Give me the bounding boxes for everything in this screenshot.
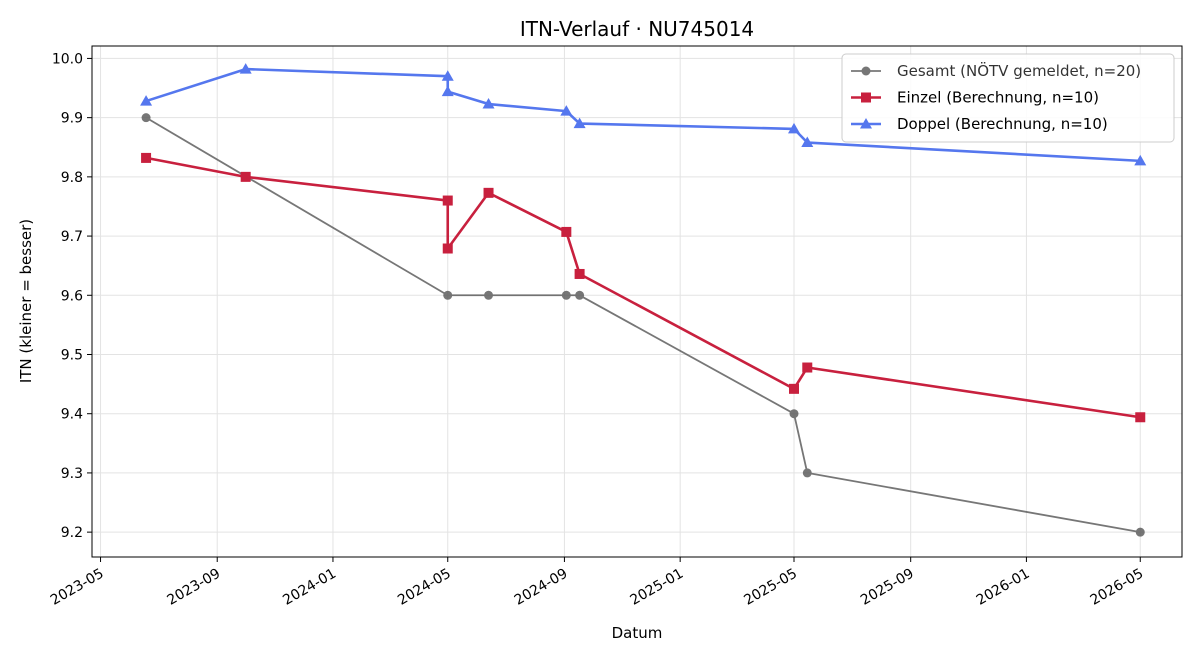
x-axis-title: Datum — [612, 624, 663, 642]
series-3-line — [145, 67, 1141, 163]
series-3-point — [441, 70, 454, 81]
chart-title: ITN-Verlauf · NU745014 — [520, 17, 754, 41]
legend-entry-3: Doppel (Berechnung, n=10) — [851, 115, 1108, 133]
series-1-point — [561, 290, 571, 300]
y-axis-title: ITN (kleiner = besser) — [17, 219, 35, 383]
series-1-point — [141, 113, 151, 123]
y-tick-label: 9.7 — [61, 229, 83, 245]
series-2-point — [802, 362, 813, 373]
series-3-point — [140, 95, 153, 106]
series-2-point — [483, 187, 494, 198]
y-tick-label: 9.8 — [61, 170, 83, 186]
legend: Gesamt (NÖTV gemeldet, n=20) Einzel (Bere… — [841, 53, 1175, 143]
series-2-point — [141, 152, 152, 163]
y-tick-label: 9.5 — [61, 347, 83, 363]
series-2-line — [145, 156, 1141, 419]
legend-marker — [861, 92, 871, 103]
y-tick-label: 9.2 — [61, 525, 83, 541]
series-3-point — [560, 105, 573, 116]
plot-frame — [91, 45, 1183, 558]
series-2-point — [442, 195, 453, 206]
legend-box — [841, 53, 1175, 143]
series-1-point — [802, 468, 812, 478]
series-1-point — [575, 290, 585, 300]
legend-entry-1: Gesamt (NÖTV gemeldet, n=20) — [851, 61, 1141, 80]
series-3-point — [1134, 154, 1147, 166]
series-3-point — [441, 85, 454, 97]
series-1-line — [145, 116, 1141, 534]
y-tick-label: 9.9 — [61, 111, 83, 127]
series-3-point — [239, 63, 252, 74]
y-tick-label: 9.3 — [61, 466, 83, 482]
series-2-point — [1135, 412, 1146, 423]
series-3-point — [801, 136, 814, 148]
legend-marker — [861, 66, 871, 76]
y-axis: 9.2 9.3 9.4 9.5 9.6 9.7 9.8 9.9 10.0 — [52, 51, 92, 541]
series-3-point — [573, 117, 586, 129]
series-1-point — [443, 290, 453, 300]
legend-label: Doppel (Berechnung, n=10) — [897, 115, 1108, 133]
series-2-point — [240, 171, 251, 182]
series-layer — [140, 63, 1147, 537]
series-1 — [141, 113, 1145, 537]
legend-label: Gesamt (NÖTV gemeldet, n=20) — [897, 61, 1141, 80]
series-2-point — [574, 268, 585, 279]
y-tick-label: 10.0 — [52, 51, 83, 67]
series-1-point — [484, 290, 494, 300]
series-2 — [141, 152, 1146, 423]
series-3 — [140, 63, 1147, 166]
series-2-point — [789, 383, 800, 394]
legend-label: Einzel (Berechnung, n=10) — [897, 89, 1099, 107]
legend-marker — [860, 118, 872, 129]
series-3-point — [788, 122, 801, 134]
series-2-point — [442, 243, 453, 254]
series-2-point — [561, 226, 572, 237]
legend-entry-2: Einzel (Berechnung, n=10) — [851, 89, 1099, 107]
y-tick-label: 9.6 — [61, 288, 83, 304]
series-3-point — [482, 98, 495, 109]
y-tick-label: 9.4 — [61, 407, 83, 423]
series-1-point — [789, 409, 799, 419]
series-1-point — [1135, 527, 1145, 537]
